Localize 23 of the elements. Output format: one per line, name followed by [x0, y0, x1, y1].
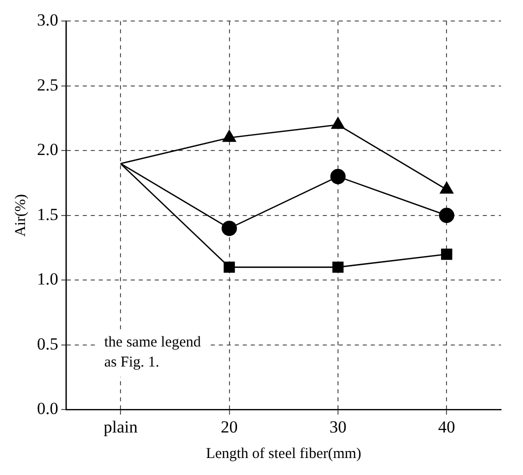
y-tick-label: 2.0 — [37, 140, 58, 160]
point — [439, 208, 454, 224]
y-axis-title: Air(%) — [12, 194, 29, 237]
point — [224, 262, 235, 273]
point — [441, 248, 452, 260]
point — [331, 117, 345, 129]
y-tick-label: 0.0 — [37, 399, 58, 418]
x-tick-label: 30 — [329, 417, 346, 436]
y-tick-label: 2.5 — [37, 75, 58, 94]
point — [222, 220, 237, 236]
point — [440, 182, 454, 194]
x-tick-label: 20 — [220, 417, 238, 436]
point — [222, 130, 236, 142]
annotation: the same legend as Fig. 1. — [104, 334, 202, 370]
x-tick-label: 40 — [438, 417, 456, 436]
point — [330, 168, 346, 184]
y-tick-label: 1.5 — [37, 204, 58, 224]
y-tick-label: 0.5 — [37, 334, 58, 354]
x-tick-label: plain — [104, 417, 138, 436]
point — [332, 262, 344, 273]
y-tick-label: 3.0 — [37, 10, 58, 30]
y-tick-label: 1.0 — [37, 270, 58, 289]
x-axis-title: Length of steel fiber(mm) — [206, 446, 362, 462]
